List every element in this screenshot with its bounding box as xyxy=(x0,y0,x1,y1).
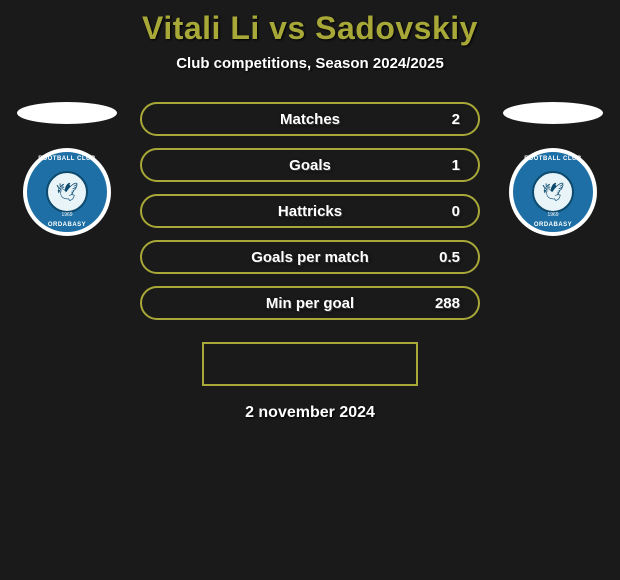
chart-icon xyxy=(242,356,262,372)
badge-year: 1969 xyxy=(513,212,593,218)
right-club-badge: FOOTBALL CLUB 🕊 1969 ORDABASY xyxy=(509,148,597,236)
stat-value: 0 xyxy=(452,203,460,220)
stat-value: 2 xyxy=(452,111,460,128)
main-row: FOOTBALL CLUB 🕊 1969 ORDABASY Matches 2 … xyxy=(0,102,620,320)
stat-row-min-per-goal: Min per goal 288 xyxy=(140,286,480,320)
right-player-col: FOOTBALL CLUB 🕊 1969 ORDABASY xyxy=(498,102,608,236)
badge-top-text: FOOTBALL CLUB xyxy=(27,156,107,162)
left-club-badge: FOOTBALL CLUB 🕊 1969 ORDABASY xyxy=(23,148,111,236)
badge-top-text: FOOTBALL CLUB xyxy=(513,156,593,162)
stat-label: Hattricks xyxy=(278,203,342,220)
stat-row-matches: Matches 2 xyxy=(140,102,480,136)
badge-ring: FOOTBALL CLUB 🕊 1969 ORDABASY xyxy=(511,150,595,234)
page-subtitle: Club competitions, Season 2024/2025 xyxy=(0,55,620,72)
badge-year: 1969 xyxy=(27,212,107,218)
brand-box[interactable]: FcTables.com xyxy=(202,342,418,386)
stat-row-goals-per-match: Goals per match 0.5 xyxy=(140,240,480,274)
bird-icon: 🕊 xyxy=(56,182,79,203)
brand-inner: FcTables.com xyxy=(242,354,378,374)
stat-value: 288 xyxy=(435,295,460,312)
right-player-oval xyxy=(503,102,603,124)
brand-text: FcTables.com xyxy=(266,354,378,374)
stat-label: Matches xyxy=(280,111,340,128)
badge-center: 🕊 xyxy=(46,171,88,213)
stat-label: Min per goal xyxy=(266,295,354,312)
footer-date: 2 november 2024 xyxy=(0,404,620,422)
badge-center: 🕊 xyxy=(532,171,574,213)
stat-value: 0.5 xyxy=(439,249,460,266)
page-title: Vitali Li vs Sadovskiy xyxy=(0,10,620,47)
stat-row-hattricks: Hattricks 0 xyxy=(140,194,480,228)
left-player-oval xyxy=(17,102,117,124)
stat-row-goals: Goals 1 xyxy=(140,148,480,182)
left-player-col: FOOTBALL CLUB 🕊 1969 ORDABASY xyxy=(12,102,122,236)
stats-column: Matches 2 Goals 1 Hattricks 0 Goals per … xyxy=(140,102,480,320)
badge-ring: FOOTBALL CLUB 🕊 1969 ORDABASY xyxy=(25,150,109,234)
badge-club-name: ORDABASY xyxy=(27,222,107,228)
stat-label: Goals per match xyxy=(251,249,369,266)
stat-value: 1 xyxy=(452,157,460,174)
stat-label: Goals xyxy=(289,157,331,174)
badge-club-name: ORDABASY xyxy=(513,222,593,228)
bird-icon: 🕊 xyxy=(542,182,565,203)
card: Vitali Li vs Sadovskiy Club competitions… xyxy=(0,0,620,422)
